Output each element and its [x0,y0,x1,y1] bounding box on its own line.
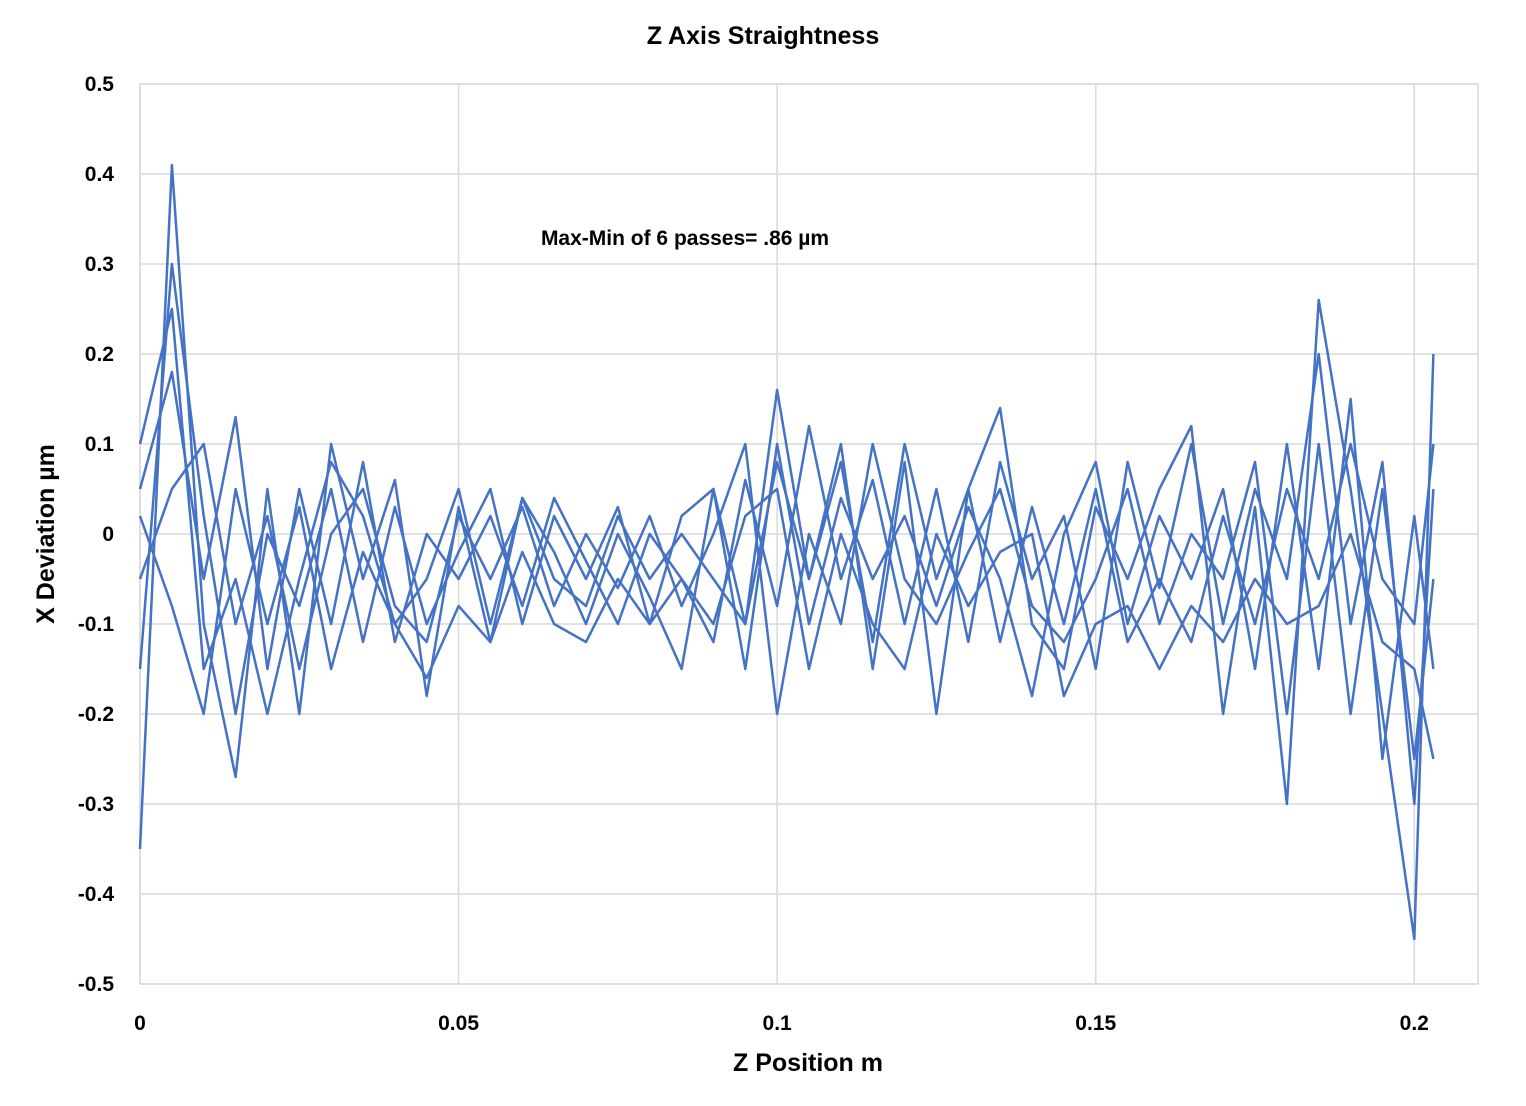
series-line-5 [138,487,1435,760]
y-tick-label: -0.1 [78,613,115,636]
series-line-3 [138,262,1435,761]
chart-title: Z Axis Straightness [647,22,879,50]
series-lines [138,163,1435,941]
x-tick-label: 0.2 [1400,1012,1429,1035]
series-line-4 [138,442,1435,761]
y-tick-label: 0.3 [85,253,114,276]
plot-area [139,83,1479,985]
y-tick-label: -0.3 [78,793,114,816]
x-tick-label: 0.15 [1075,1012,1116,1035]
y-tick-label: -0.2 [78,703,114,726]
series-line-6 [138,307,1435,716]
x-tick-labels: 0 0.05 0.1 0.15 0.2 [134,1012,1429,1035]
x-axis-label: Z Position m [733,1049,883,1077]
y-tick-label: 0 [102,523,114,546]
y-tick-label: 0.5 [85,73,115,96]
y-tick-label: 0.4 [85,163,115,186]
x-tick-label: 0.05 [438,1012,479,1035]
y-tick-label: -0.4 [78,883,115,906]
y-tick-label: 0.1 [85,433,115,456]
y-tick-label: 0.2 [85,343,114,366]
annotation: Max-Min of 6 passes= .86 µm [541,227,829,250]
y-tick-labels: 0.5 0.4 0.3 0.2 0.1 0 -0.1 -0.2 -0.3 -0.4 -0.5 [78,73,115,996]
x-tick-label: 0.1 [763,1012,793,1035]
series-line-1 [138,163,1435,941]
y-axis-label: X Deviation µm [32,444,60,624]
y-tick-label: -0.5 [78,973,115,996]
x-tick-label: 0 [134,1012,146,1035]
